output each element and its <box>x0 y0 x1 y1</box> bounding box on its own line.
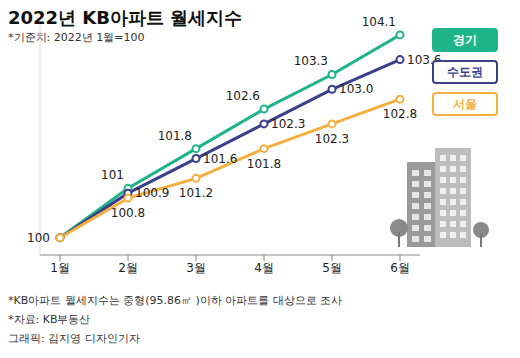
html-text:경기: 경기 <box>453 33 477 47</box>
html-text:서울: 서울 <box>453 97 477 111</box>
svg-text:103.3: 103.3 <box>294 54 328 68</box>
svg-text:5월: 5월 <box>322 261 342 275</box>
svg-text:100.9: 100.9 <box>135 186 169 200</box>
svg-text:101.6: 101.6 <box>203 152 237 166</box>
html-text:*기준치: 2022년 1월=100: *기준치: 2022년 1월=100 <box>8 31 145 44</box>
html-text:수도권: 수도권 <box>447 65 483 79</box>
svg-text:102.6: 102.6 <box>226 89 260 103</box>
svg-text:101.8: 101.8 <box>247 157 281 171</box>
svg-text:100: 100 <box>27 231 50 245</box>
svg-text:6월: 6월 <box>390 261 410 275</box>
svg-text:3월: 3월 <box>186 261 206 275</box>
svg-text:100.8: 100.8 <box>111 206 145 220</box>
svg-text:2월: 2월 <box>118 261 138 275</box>
svg-text:101: 101 <box>101 168 124 182</box>
html-text:*자료: KB부동산: *자료: KB부동산 <box>8 313 91 326</box>
html-text:2022년 KB아파트 월세지수: 2022년 KB아파트 월세지수 <box>8 7 243 28</box>
svg-text:101.8: 101.8 <box>158 129 192 143</box>
html-text:*KB아파트 월세지수는 중형(95.86㎡ )이하 아파트: *KB아파트 월세지수는 중형(95.86㎡ )이하 아파트를 대상으로 조사 <box>8 294 343 307</box>
svg-text:102.3: 102.3 <box>271 117 305 131</box>
svg-text:101.2: 101.2 <box>179 186 213 200</box>
svg-text:4월: 4월 <box>254 261 274 275</box>
svg-text:1월: 1월 <box>50 261 70 275</box>
svg-text:102.3: 102.3 <box>315 132 349 146</box>
svg-text:102.8: 102.8 <box>383 107 417 121</box>
svg-text:103.0: 103.0 <box>339 82 373 96</box>
svg-text:103.6: 103.6 <box>407 52 442 67</box>
html-text:그래픽: 김지영 디자인기자: 그래픽: 김지영 디자인기자 <box>8 332 140 345</box>
svg-text:104.1: 104.1 <box>362 15 396 29</box>
